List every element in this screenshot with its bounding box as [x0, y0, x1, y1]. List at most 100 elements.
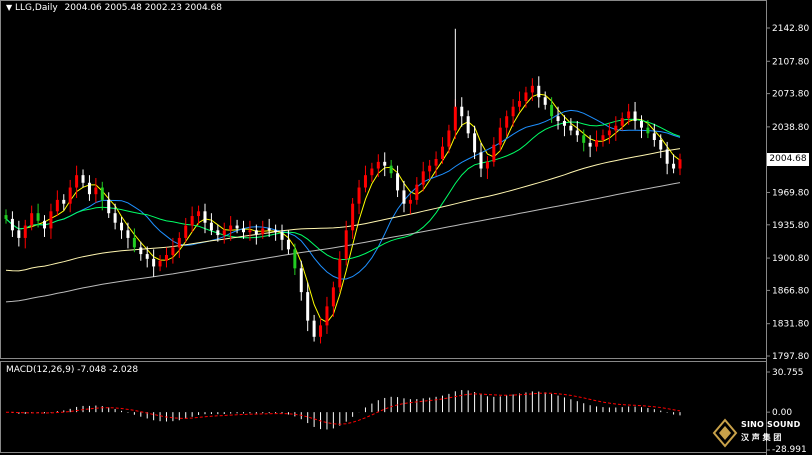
- candle-body: [107, 199, 111, 214]
- candle-body: [62, 199, 66, 204]
- candle-body: [126, 230, 130, 238]
- moving-average-line: [5, 118, 681, 261]
- macd-tick-label: -28.991: [772, 445, 807, 455]
- candle-body: [190, 216, 194, 226]
- candle-body: [293, 249, 297, 269]
- macd-signal-line: [5, 392, 681, 425]
- candle-body: [530, 85, 534, 93]
- candle-body: [415, 184, 419, 200]
- current-price-badge: 2004.68: [767, 153, 809, 166]
- candle-body: [229, 225, 233, 231]
- candle-body: [665, 149, 669, 164]
- candle-body: [652, 133, 656, 140]
- candlesticks: [4, 28, 682, 344]
- candle-body: [363, 175, 367, 188]
- candle-body: [466, 116, 470, 134]
- candle-body: [68, 187, 72, 204]
- ohlc-values: 2004.06 2005.48 2002.23 2004.68: [64, 3, 222, 13]
- candle-body: [286, 239, 290, 250]
- candle-body: [376, 161, 380, 169]
- candle-body: [319, 325, 323, 337]
- candle-body: [646, 127, 650, 134]
- candle-body: [473, 133, 477, 153]
- candle-body: [421, 171, 425, 185]
- candle-body: [209, 222, 213, 231]
- macd-panel: [0, 361, 767, 453]
- candle-body: [139, 247, 143, 255]
- candle-body: [49, 211, 53, 229]
- candle-body: [43, 220, 47, 229]
- price-tick-label: 1866.80: [772, 286, 809, 296]
- candle-body: [344, 230, 348, 259]
- logo-emblem-icon: [712, 418, 738, 448]
- candle-body: [23, 225, 27, 238]
- candle-body: [242, 228, 246, 233]
- candle-body: [299, 268, 303, 293]
- candle-body: [248, 230, 252, 233]
- candle-body: [575, 130, 579, 136]
- candle-body: [312, 320, 316, 337]
- candle-body: [588, 142, 592, 147]
- candle-body: [351, 203, 355, 231]
- candle-body: [235, 225, 239, 229]
- candle-body: [274, 230, 278, 233]
- candle-body: [216, 230, 220, 236]
- price-tick-label: 1935.80: [772, 221, 809, 231]
- candle-body: [171, 247, 175, 256]
- candle-body: [145, 254, 149, 259]
- candle-body: [94, 187, 98, 195]
- company-logo: SINO SOUND 汉 声 集 团: [712, 416, 810, 452]
- candle-body: [485, 161, 489, 169]
- candle-body: [582, 135, 586, 143]
- candle-body: [440, 146, 444, 160]
- candle-body: [158, 260, 162, 267]
- price-tick-label: 1831.80: [772, 320, 809, 330]
- candle-body: [267, 228, 271, 231]
- candle-body: [492, 144, 496, 162]
- candle-body: [505, 116, 509, 128]
- macd-label: MACD(12,26,9) -7.048 -2.028: [6, 365, 139, 375]
- candle-body: [614, 125, 618, 131]
- candle-body: [447, 130, 451, 147]
- candle-body: [331, 287, 335, 307]
- candle-body: [537, 85, 541, 98]
- candle-body: [100, 187, 104, 200]
- candle-body: [562, 120, 566, 126]
- candle-body: [306, 292, 310, 321]
- candle-body: [132, 237, 136, 248]
- macd-tick-label: 30.755: [772, 368, 804, 378]
- candle-body: [518, 101, 522, 107]
- candle-body: [543, 97, 547, 105]
- moving-averages: [5, 93, 681, 323]
- macd-axis: 30.755 0.00 -28.991: [766, 368, 807, 455]
- candle-body: [595, 139, 599, 147]
- candle-body: [396, 173, 400, 191]
- logo-line-2: 汉 声 集 团: [741, 433, 782, 442]
- macd-histogram: [11, 390, 681, 430]
- candle-body: [569, 125, 573, 131]
- candle-body: [524, 92, 528, 102]
- candle-body: [428, 165, 432, 172]
- price-tick-label: 1969.80: [772, 188, 809, 198]
- moving-average-line: [5, 93, 681, 323]
- candle-body: [338, 258, 342, 288]
- candle-body: [383, 161, 387, 166]
- candle-body: [408, 199, 412, 204]
- candle-body: [357, 187, 361, 204]
- candle-body: [550, 104, 554, 117]
- candle-body: [113, 213, 117, 223]
- candle-body: [184, 225, 188, 238]
- candle-body: [402, 190, 406, 204]
- price-tick-label: 2073.80: [772, 90, 809, 100]
- candle-body: [460, 106, 464, 117]
- triangle-down-icon[interactable]: ▼: [6, 3, 13, 12]
- candle-body: [556, 116, 560, 121]
- candle-body: [75, 175, 79, 188]
- candle-body: [479, 152, 483, 169]
- macd-header: MACD(12,26,9) -7.048 -2.028: [6, 365, 138, 375]
- logo-line-1: SINO SOUND: [741, 420, 801, 429]
- candle-body: [203, 211, 207, 223]
- candle-body: [177, 237, 181, 248]
- moving-average-line: [5, 182, 681, 303]
